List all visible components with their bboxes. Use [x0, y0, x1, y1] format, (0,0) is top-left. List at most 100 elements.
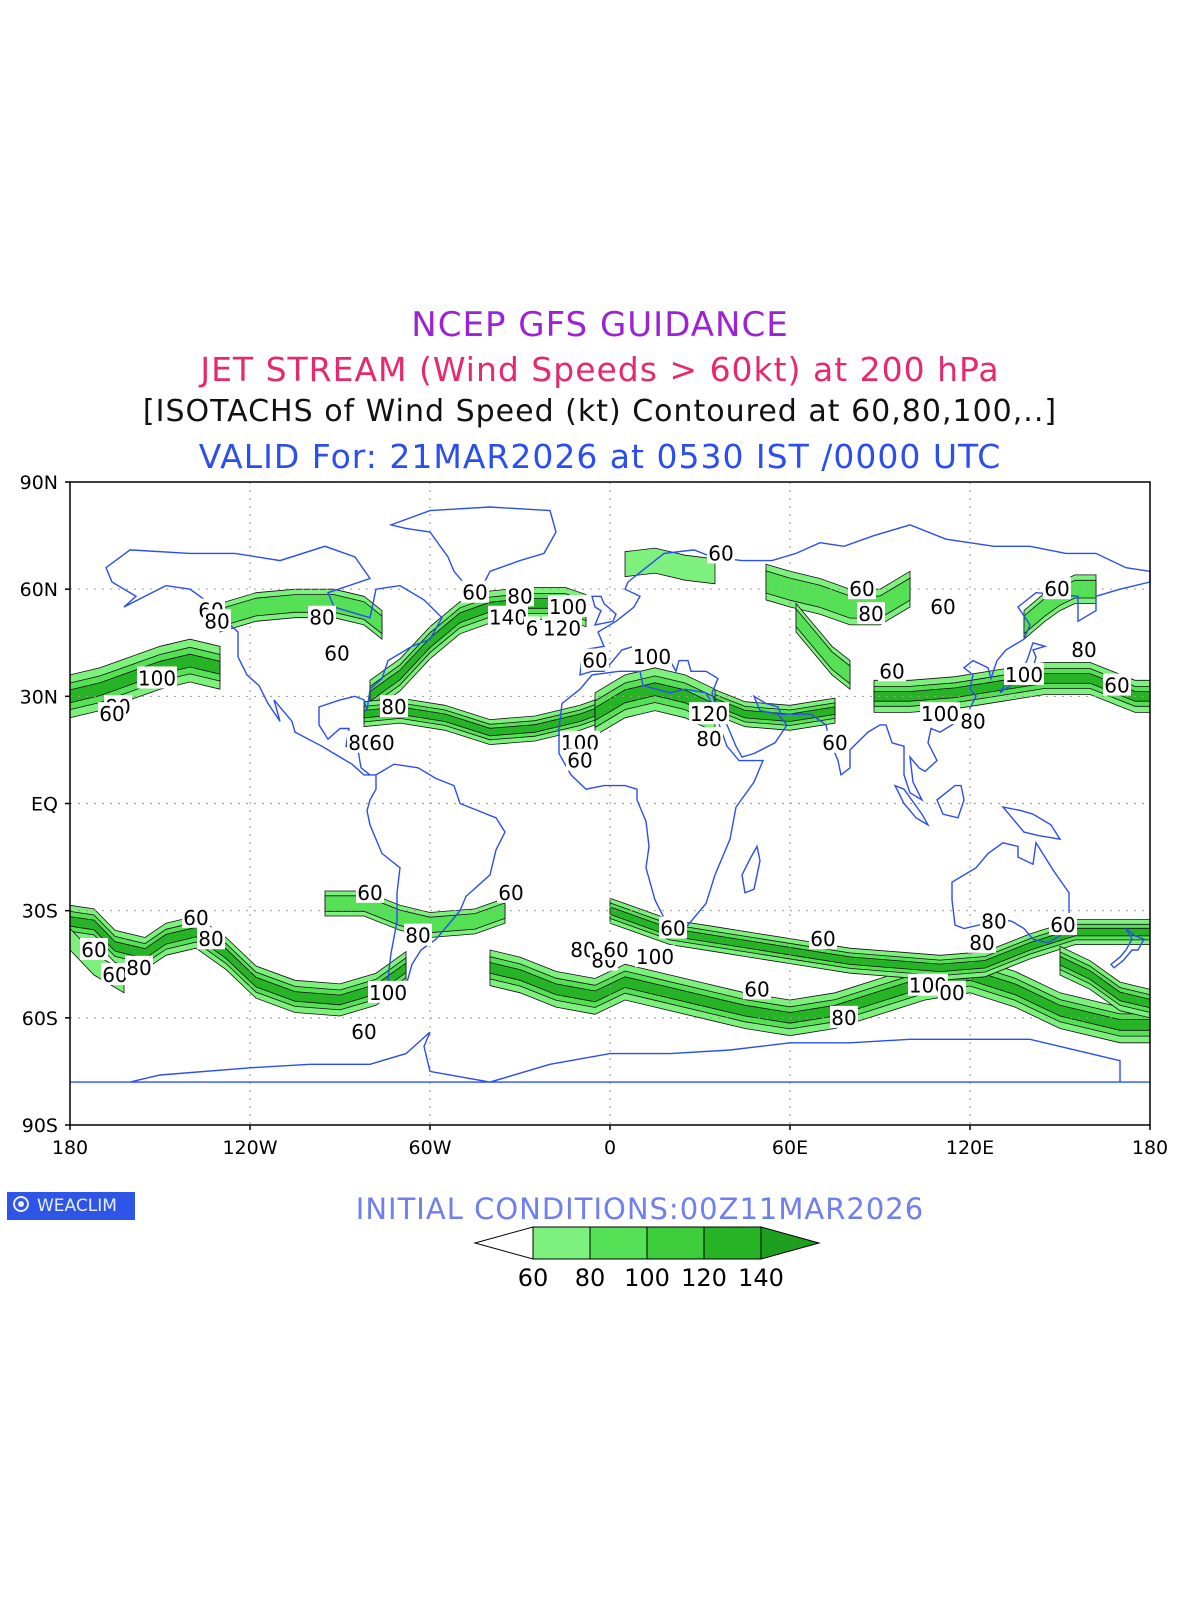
colorbar-label: 140: [738, 1264, 784, 1292]
contour-label: 60: [582, 649, 607, 673]
lon-tick-label: 180: [1132, 1137, 1168, 1159]
contour-label-bg: [488, 605, 528, 628]
contour-label: 60: [744, 977, 769, 1001]
contour-label-bg: [182, 905, 210, 928]
lat-tick-label: 90S: [22, 1115, 58, 1137]
contour-label-bg: [1070, 637, 1098, 660]
contour-label-bg: [1004, 662, 1044, 685]
contour-label: 100: [138, 666, 176, 690]
colorbar-low-arrow: [473, 1226, 534, 1260]
contour-label-bg: [506, 584, 534, 607]
contour-label-bg: [635, 945, 675, 968]
colorbar-label: 60: [518, 1264, 549, 1292]
jet-siberia-band-1: [765, 570, 911, 619]
contour-label-bg: [101, 962, 129, 985]
contour-label: 80: [204, 609, 229, 633]
color-bar: 60 80 100 120 140: [473, 1226, 821, 1292]
contour-label: 60: [1104, 674, 1129, 698]
contour-label: 60: [369, 731, 394, 755]
colorbar-segment: [589, 1226, 648, 1260]
contour-label: 80: [126, 956, 151, 980]
contour-label: 80: [696, 727, 721, 751]
greenland-coast: [388, 506, 557, 591]
logo-circle-icon: [13, 1196, 29, 1212]
colorbar-label: 100: [624, 1264, 670, 1292]
contour-label-bg: [878, 659, 906, 682]
contour-labels: 6080100806080608080606080140100612060100…: [80, 541, 1131, 1044]
contour-label-bg: [848, 577, 876, 600]
contour-label: 60: [810, 927, 835, 951]
contour-label-bg: [323, 641, 351, 664]
sumatra-coast: [893, 784, 930, 827]
contour-label: 60: [498, 881, 523, 905]
africa-coast: [558, 670, 765, 930]
contour-label: 80: [969, 931, 994, 955]
contour-label: 80: [1071, 638, 1096, 662]
madagascar-coast: [741, 844, 761, 894]
title-isotachs: [ISOTACHS of Wind Speed (kt) Contoured a…: [142, 394, 1058, 429]
contour-label: 80: [405, 924, 430, 948]
contour-label: 60: [357, 881, 382, 905]
contour-label-bg: [80, 937, 108, 960]
contour-label: 60: [102, 963, 127, 987]
contour-label-bg: [581, 648, 609, 671]
contour-label: 6: [526, 616, 539, 640]
contour-label: 120: [543, 616, 581, 640]
contour-label-bg: [857, 602, 885, 625]
lon-tick-label: 60E: [772, 1137, 808, 1159]
contour-label-bg: [197, 927, 225, 950]
antarctica-coast: [70, 1031, 1150, 1083]
colorbar-segment: [646, 1226, 705, 1260]
jet-south-america-band-1: [324, 895, 506, 934]
contour-label-bg: [524, 616, 540, 639]
contour-label-bg: [98, 702, 126, 725]
contour-label: 80: [381, 695, 406, 719]
colorbar-label: 80: [575, 1264, 606, 1292]
contour-label-bg: [356, 880, 384, 903]
contour-label: 120: [690, 702, 728, 726]
contour-label-bg: [404, 923, 432, 946]
contour-label-bg: [137, 666, 177, 689]
contour-label-bg: [920, 702, 960, 725]
contour-label: 80: [198, 927, 223, 951]
contour-label: 60: [930, 595, 955, 619]
contour-label: 60: [1050, 913, 1075, 937]
jet-west-russia-band-0: [624, 547, 716, 585]
contour-label-bg: [380, 695, 408, 718]
contour-label-bg: [938, 980, 966, 1003]
contour-label: 80: [960, 709, 985, 733]
contour-label: 60: [567, 749, 592, 773]
contour-label: 80: [309, 606, 334, 630]
contour-label: 60: [879, 659, 904, 683]
contour-label-bg: [695, 727, 723, 750]
contour-label: 80: [981, 909, 1006, 933]
contour-label-bg: [203, 609, 231, 632]
colorbar-label: 120: [681, 1264, 727, 1292]
contour-label: 140: [489, 606, 527, 630]
contour-label: 00: [939, 981, 964, 1005]
lat-tick-label: EQ: [31, 794, 58, 816]
contour-label: 60: [822, 731, 847, 755]
contour-label-bg: [707, 541, 735, 564]
contour-label-bg: [743, 977, 771, 1000]
colorbar-segment: [703, 1226, 762, 1260]
contour-label-bg: [689, 702, 729, 725]
north-america-coast: [105, 545, 443, 776]
contour-label-bg: [461, 580, 489, 603]
contour-label-bg: [350, 1020, 378, 1043]
contour-label: 100: [369, 981, 407, 1005]
lon-tick-label: 0: [604, 1137, 616, 1159]
lon-tick-label: 180: [52, 1137, 88, 1159]
contour-label: 80: [858, 602, 883, 626]
initial-conditions: INITIAL CONDITIONS:00Z11MAR2026: [355, 1192, 925, 1226]
contour-label-bg: [1049, 912, 1077, 935]
contour-label: 100: [1005, 663, 1043, 687]
contour-label: 60: [462, 581, 487, 605]
lon-tick-label: 120W: [222, 1137, 277, 1159]
colorbar-high-arrow: [760, 1226, 821, 1260]
contour-label-bg: [566, 748, 594, 771]
contour-label: 60: [324, 641, 349, 665]
contour-label-bg: [308, 605, 336, 628]
contour-label-bg: [548, 595, 588, 618]
